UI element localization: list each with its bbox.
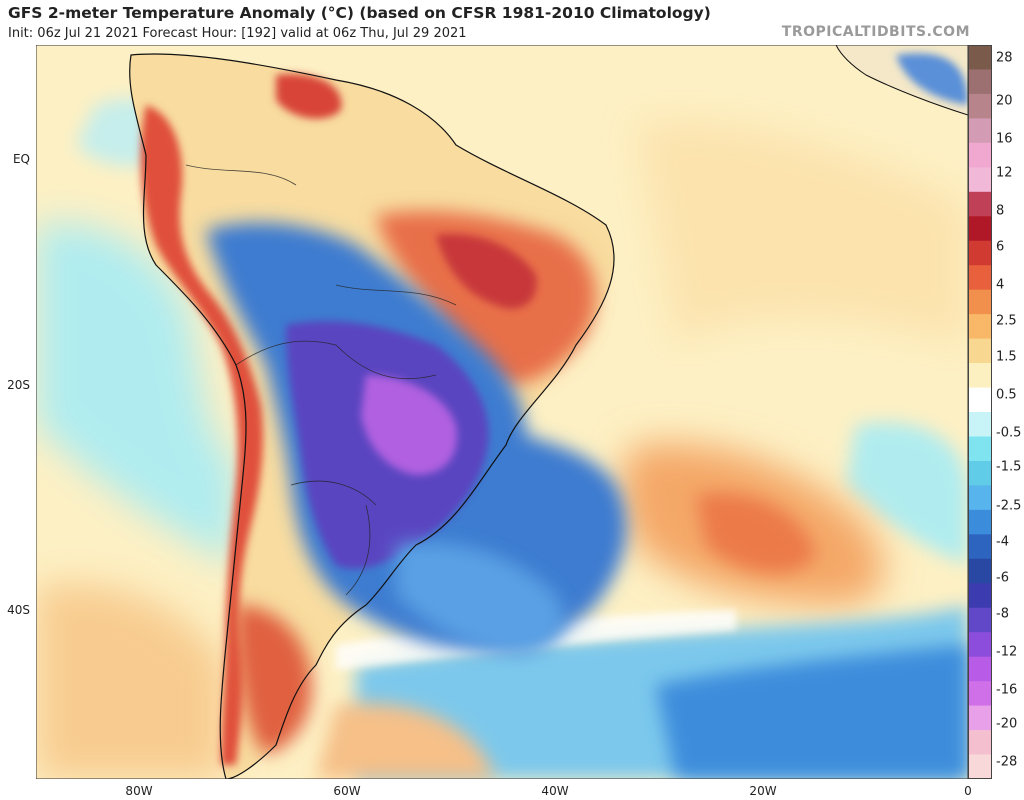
- lon-label-60w: 60W: [333, 784, 361, 798]
- anomaly-warm-south-atlantic-core: [696, 493, 816, 574]
- temperature-anomaly-map: [36, 45, 968, 779]
- colorbar-label: -8: [996, 606, 1009, 622]
- colorbar-swatch: [968, 681, 992, 707]
- colorbar-swatch: [968, 387, 992, 413]
- colorbar-swatch: [968, 118, 992, 144]
- lat-label-eq: EQ: [12, 152, 30, 166]
- lat-label-20s: 20S: [7, 378, 30, 392]
- anomaly-cold-africa: [896, 53, 968, 105]
- colorbar-label: -2.5: [996, 498, 1022, 514]
- anomaly-warm-south-atlantic-lower: [316, 703, 496, 779]
- colorbar-swatch: [968, 656, 992, 682]
- brand-watermark: TROPICALTIDBITS.COM: [781, 24, 970, 40]
- colorbar-label: -28: [996, 754, 1018, 770]
- anomaly-warm-patagonia: [236, 605, 312, 755]
- colorbar-swatch: [968, 460, 992, 486]
- colorbar-label: 1.5: [996, 349, 1017, 365]
- lat-label-40s: 40S: [7, 603, 30, 617]
- colorbar: [968, 45, 992, 779]
- anomaly-warm-south-pacific: [36, 583, 226, 779]
- map-subtitle: Init: 06z Jul 21 2021 Forecast Hour: [19…: [8, 26, 467, 41]
- colorbar-swatch: [968, 142, 992, 168]
- colorbar-swatch: [968, 314, 992, 340]
- colorbar-label: -0.5: [996, 425, 1022, 441]
- colorbar-swatch: [968, 363, 992, 389]
- colorbar-label: -16: [996, 682, 1018, 698]
- colorbar-swatch: [968, 436, 992, 462]
- lon-label-40w: 40W: [541, 784, 569, 798]
- colorbar-label: -4: [996, 534, 1009, 550]
- anomaly-warm-atlantic-band: [636, 121, 968, 345]
- colorbar-label: 2.5: [996, 313, 1017, 329]
- colorbar-label: 6: [996, 239, 1005, 255]
- colorbar-swatch: [968, 240, 992, 266]
- anomaly-cool-east-atlantic: [846, 422, 968, 565]
- colorbar-swatch: [968, 167, 992, 193]
- anomaly-warm-brazil-core: [436, 234, 537, 309]
- anomaly-cold-core: [361, 375, 457, 475]
- coastline-south-america: [129, 53, 615, 779]
- colorbar-label: -12: [996, 644, 1018, 660]
- colorbar-swatch: [968, 558, 992, 584]
- lon-label-20w: 20W: [749, 784, 777, 798]
- colorbar-swatch: [968, 412, 992, 437]
- colorbar-swatch: [968, 338, 992, 364]
- country-borders: [185, 164, 457, 596]
- colorbar-swatch: [968, 191, 992, 217]
- colorbar-label: 16: [996, 131, 1013, 147]
- colorbar-swatch: [968, 289, 992, 315]
- lon-label-0: 0: [964, 784, 972, 798]
- colorbar-label: -20: [996, 716, 1018, 732]
- colorbar-swatch: [968, 583, 992, 609]
- colorbar-label: -1.5: [996, 459, 1022, 475]
- colorbar-swatch: [968, 632, 992, 658]
- colorbar-label: 0.5: [996, 387, 1017, 403]
- colorbar-swatch: [968, 216, 992, 242]
- colorbar-swatch: [968, 509, 992, 535]
- anomaly-warm-venezuela: [276, 74, 342, 119]
- colorbar-swatch: [968, 754, 992, 779]
- colorbar-label: 4: [996, 277, 1005, 293]
- lon-label-80w: 80W: [125, 784, 153, 798]
- colorbar-swatch: [968, 705, 992, 731]
- colorbar-swatch: [968, 607, 992, 633]
- colorbar-swatch: [968, 730, 992, 756]
- colorbar-label: 20: [996, 93, 1013, 109]
- colorbar-swatch: [968, 534, 992, 560]
- anomaly-cool-pacific: [36, 223, 236, 566]
- colorbar-swatch: [968, 265, 992, 291]
- anomaly-cold-ocean-swirl: [396, 542, 564, 655]
- colorbar-swatch: [968, 45, 992, 70]
- coastline-africa: [835, 45, 968, 116]
- colorbar-label: 12: [996, 165, 1013, 181]
- colorbar-label: -6: [996, 570, 1009, 586]
- colorbar-swatch: [968, 69, 992, 95]
- colorbar-swatch: [968, 93, 992, 119]
- map-title: GFS 2-meter Temperature Anomaly (°C) (ba…: [8, 4, 711, 22]
- colorbar-label: 28: [996, 50, 1013, 66]
- anomaly-warm-andes: [140, 105, 263, 765]
- colorbar-label: 8: [996, 203, 1005, 219]
- colorbar-swatch: [968, 485, 992, 511]
- anomaly-cold-southern-ocean-deep: [656, 645, 968, 779]
